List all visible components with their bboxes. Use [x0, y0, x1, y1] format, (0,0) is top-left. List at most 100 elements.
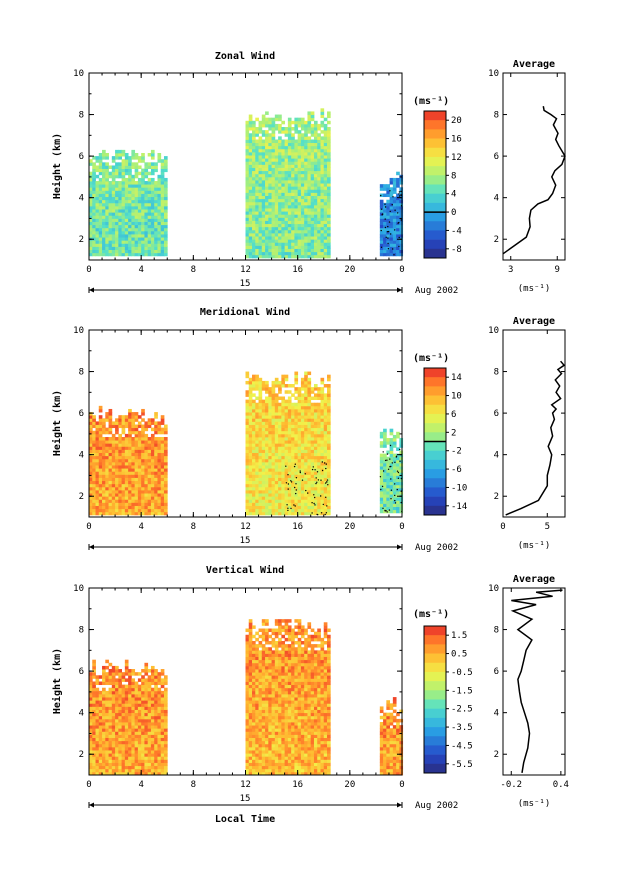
- heatmap-cell: [154, 480, 158, 485]
- heatmap-cell: [245, 139, 250, 144]
- contour-mark: [314, 504, 316, 506]
- heatmap-cell: [118, 249, 122, 254]
- heatmap-cell: [307, 229, 312, 234]
- heatmap-cell: [141, 184, 145, 188]
- heatmap-cell: [124, 486, 129, 491]
- heatmap-cell: [294, 511, 299, 516]
- heatmap-cell: [154, 687, 158, 692]
- heatmap-cell: [118, 455, 122, 460]
- heatmap-cell: [92, 489, 96, 494]
- heatmap-cell: [134, 187, 139, 191]
- heatmap-cell: [396, 509, 400, 514]
- heatmap-cell: [154, 489, 158, 494]
- heatmap-cell: [278, 161, 282, 165]
- heatmap-cell: [265, 496, 269, 500]
- heatmap-cell: [150, 184, 155, 188]
- heatmap-cell: [320, 405, 325, 410]
- heatmap-cell: [310, 452, 315, 457]
- heatmap-cell: [141, 452, 145, 457]
- heatmap-cell: [131, 681, 136, 686]
- heatmap-cell: [105, 237, 109, 241]
- heatmap-cell: [141, 458, 145, 463]
- heatmap-cell: [317, 427, 321, 432]
- heatmap-cell: [137, 443, 142, 447]
- heatmap-cell: [144, 227, 149, 232]
- heatmap-cell: [118, 446, 122, 450]
- heatmap-cell: [111, 743, 116, 748]
- heatmap-cell: [128, 165, 132, 169]
- heatmap-cell: [307, 232, 312, 237]
- heatmap-cell: [131, 252, 136, 257]
- heatmap-cell: [313, 136, 318, 140]
- contour-mark: [321, 469, 324, 472]
- heatmap-cell: [89, 468, 93, 472]
- heatmap-cell: [274, 402, 279, 407]
- heatmap-cell: [92, 446, 96, 450]
- heatmap-cell: [297, 173, 302, 178]
- heatmap-cell: [137, 706, 142, 710]
- heatmap-cell: [160, 427, 165, 432]
- heatmap-cell: [300, 142, 305, 147]
- heatmap-cell: [287, 471, 292, 475]
- heatmap-cell: [284, 183, 289, 187]
- heatmap-cell: [320, 239, 325, 243]
- heatmap-cell: [310, 415, 315, 419]
- heatmap-cell: [115, 209, 119, 213]
- heatmap-cell: [131, 697, 136, 701]
- heatmap-cell: [137, 433, 142, 438]
- heatmap-cell: [252, 474, 256, 478]
- heatmap-cell: [89, 709, 93, 714]
- heatmap-cell: [128, 437, 132, 441]
- heatmap-cell: [304, 465, 308, 469]
- heatmap-cell: [105, 196, 109, 201]
- heatmap-cell: [317, 477, 321, 482]
- heatmap-cell: [131, 449, 136, 453]
- heatmap-cell: [310, 480, 315, 485]
- heatmap-cell: [252, 415, 256, 419]
- heatmap-cell: [323, 461, 328, 466]
- heatmap-cell: [294, 437, 299, 441]
- heatmap-cell: [320, 402, 325, 407]
- heatmap-cell: [258, 183, 263, 187]
- average-title: Average: [513, 59, 555, 70]
- heatmap-cell: [320, 440, 325, 444]
- heatmap-cell: [163, 209, 168, 213]
- heatmap-cell: [278, 502, 282, 506]
- heatmap-cell: [137, 756, 142, 760]
- heatmap-cell: [118, 421, 122, 425]
- heatmap-cell: [248, 173, 253, 178]
- heatmap-cell: [111, 753, 116, 757]
- heatmap-cell: [89, 424, 93, 429]
- heatmap-cell: [255, 396, 259, 401]
- heatmap-cell: [108, 480, 113, 485]
- heatmap-cell: [396, 205, 400, 210]
- heatmap-cell: [320, 198, 325, 203]
- heatmap-cell: [268, 217, 272, 221]
- heatmap-cell: [291, 384, 295, 388]
- heatmap-cell: [92, 252, 96, 257]
- colorbar-segment: [424, 487, 446, 497]
- heatmap-cell: [278, 195, 282, 200]
- heatmap-cell: [124, 205, 129, 210]
- heatmap-cell: [95, 249, 100, 254]
- heatmap-cell: [278, 380, 282, 385]
- heatmap-cell: [121, 765, 126, 770]
- heatmap-cell: [147, 756, 152, 760]
- heatmap-cell: [141, 750, 145, 754]
- heatmap-cell: [294, 167, 299, 172]
- heatmap-cell: [245, 151, 250, 156]
- heatmap-cell: [320, 232, 325, 237]
- heatmap-cell: [258, 418, 263, 422]
- heatmap-cell: [265, 158, 269, 162]
- heatmap-cell: [102, 759, 106, 763]
- heatmap-cell: [141, 156, 145, 160]
- heatmap-cell: [327, 161, 331, 165]
- heatmap-cell: [317, 468, 321, 472]
- heatmap-cell: [248, 164, 253, 168]
- heatmap-cell: [396, 224, 400, 229]
- heatmap-cell: [297, 186, 302, 190]
- heatmap-cell: [255, 117, 259, 122]
- heatmap-cell: [304, 387, 308, 391]
- heatmap-cell: [121, 184, 126, 188]
